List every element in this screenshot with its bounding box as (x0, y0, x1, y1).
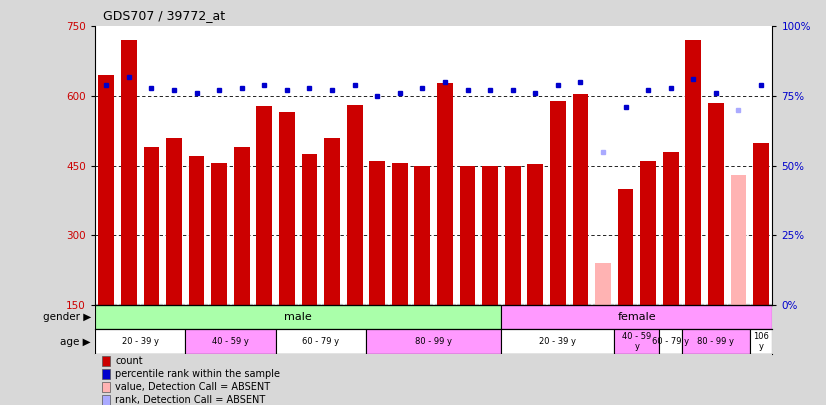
Bar (501, 305, 772, 329)
Bar (185, 329, 276, 354)
Bar (659, 329, 682, 354)
Bar (437, 83, 453, 305)
Text: 106
y: 106 y (753, 332, 769, 351)
Bar (682, 329, 750, 354)
Bar (95, 305, 501, 329)
Text: 60 - 79 y: 60 - 79 y (653, 337, 689, 346)
Bar (98, 75, 114, 305)
Text: percentile rank within the sample: percentile rank within the sample (116, 369, 280, 379)
Bar (102, 382, 110, 392)
Bar (550, 101, 566, 305)
Bar (102, 356, 110, 367)
Text: value, Detection Call = ABSENT: value, Detection Call = ABSENT (116, 382, 270, 392)
Bar (459, 166, 476, 305)
Text: 20 - 39 y: 20 - 39 y (121, 337, 159, 346)
Bar (95, 329, 185, 354)
Bar (276, 329, 366, 354)
Bar (686, 40, 701, 305)
Bar (392, 164, 408, 305)
Bar (166, 138, 182, 305)
Bar (482, 166, 498, 305)
Bar (618, 189, 634, 305)
Bar (188, 156, 205, 305)
Text: 40 - 59
y: 40 - 59 y (622, 332, 652, 351)
Bar (324, 138, 340, 305)
Bar (662, 152, 679, 305)
Text: gender ▶: gender ▶ (43, 312, 91, 322)
Bar (708, 103, 724, 305)
Bar (366, 329, 501, 354)
Bar (121, 40, 137, 305)
Bar (415, 166, 430, 305)
Bar (102, 369, 110, 379)
Text: 40 - 59 y: 40 - 59 y (212, 337, 249, 346)
Bar (750, 329, 772, 354)
Bar (730, 175, 747, 305)
Text: 60 - 79 y: 60 - 79 y (302, 337, 339, 346)
Bar (301, 154, 317, 305)
Text: female: female (618, 312, 656, 322)
Bar (753, 143, 769, 305)
Text: 80 - 99 y: 80 - 99 y (415, 337, 452, 346)
Text: rank, Detection Call = ABSENT: rank, Detection Call = ABSENT (116, 395, 266, 405)
Bar (505, 166, 520, 305)
Bar (615, 329, 659, 354)
Bar (144, 147, 159, 305)
Text: count: count (116, 356, 143, 367)
Bar (572, 94, 588, 305)
Bar (234, 147, 249, 305)
Text: age ▶: age ▶ (60, 337, 91, 347)
Bar (211, 164, 227, 305)
Bar (501, 329, 615, 354)
Bar (369, 161, 385, 305)
Bar (595, 263, 611, 305)
Bar (279, 112, 295, 305)
Bar (102, 395, 110, 405)
Text: 80 - 99 y: 80 - 99 y (697, 337, 734, 346)
Bar (347, 105, 363, 305)
Text: male: male (284, 312, 312, 322)
Text: 20 - 39 y: 20 - 39 y (539, 337, 577, 346)
Text: GDS707 / 39772_at: GDS707 / 39772_at (103, 9, 225, 22)
Bar (256, 106, 273, 305)
Bar (640, 161, 656, 305)
Bar (527, 164, 544, 305)
